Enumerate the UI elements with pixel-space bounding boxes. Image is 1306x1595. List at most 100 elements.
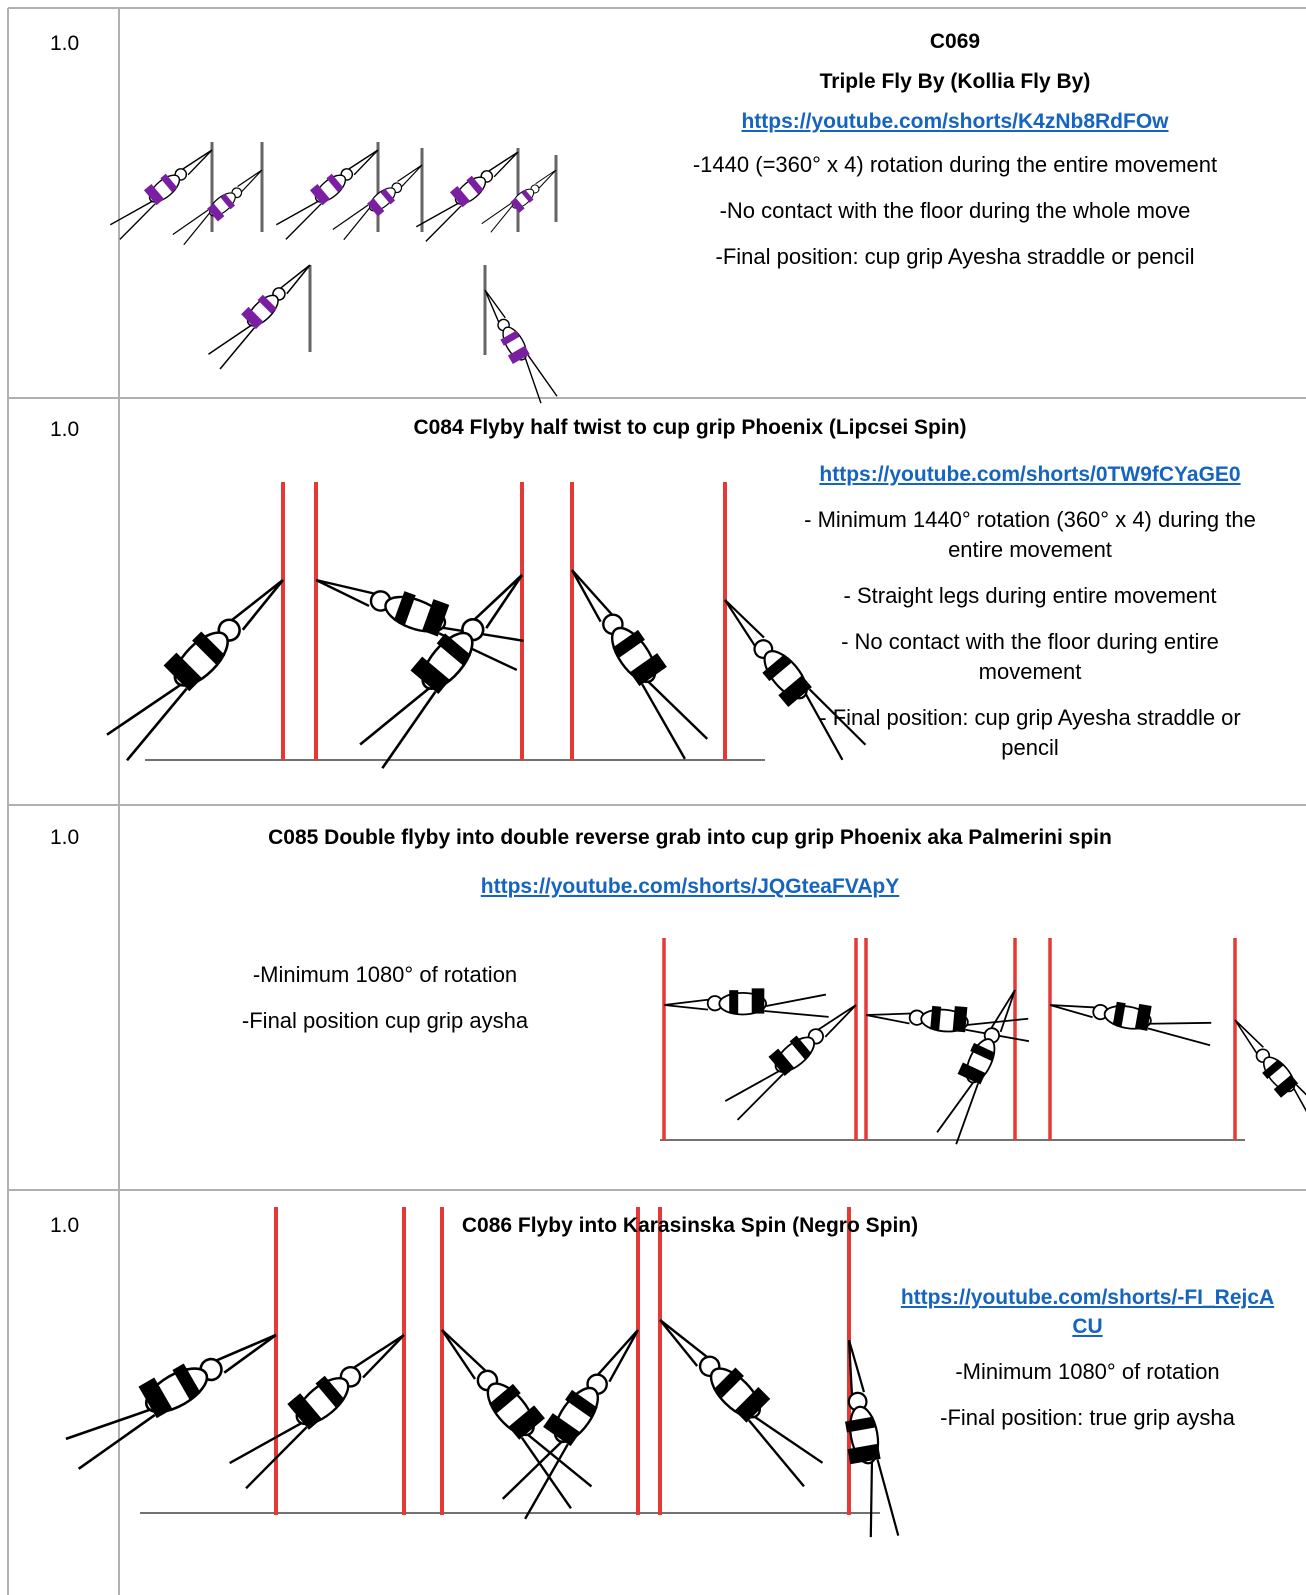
dancer-part: [778, 675, 812, 707]
dancer-part: [315, 578, 375, 608]
bullet: - Final position: cup grip Ayesha stradd…: [819, 705, 1241, 760]
dancer-part: [315, 1375, 345, 1408]
dancer-part: [865, 1012, 912, 1025]
dancer-part: [970, 1042, 996, 1061]
dancer-part: [565, 1389, 598, 1418]
dancer: [865, 1005, 1030, 1043]
dancer-part: [441, 1329, 487, 1380]
bullet: - No contact with the floor during entir…: [841, 629, 1219, 684]
score: 1.0: [50, 1214, 80, 1237]
dancer-part: [535, 169, 557, 189]
dancer-part: [421, 599, 450, 637]
dancer: [275, 149, 379, 240]
bullet: - Minimum 1440° rotation (360° x 4) duri…: [804, 507, 1256, 562]
dancer-part: [570, 569, 613, 623]
code: C069: [929, 30, 981, 53]
move-title: C086 Flyby into Karasinska Spin (Negro S…: [461, 1214, 919, 1237]
score: 1.0: [50, 32, 80, 55]
move-title: C084 Flyby half twist to cup grip Phoeni…: [413, 416, 967, 439]
dancer-part: [481, 202, 513, 233]
dancer: [484, 289, 558, 404]
dancer-part: [500, 330, 520, 346]
dancer-part: [611, 626, 657, 684]
dancer-part: [804, 688, 867, 761]
dancer-part: [768, 1048, 795, 1077]
dancer-part: [612, 629, 645, 658]
dancer-part: [436, 633, 471, 666]
dancer-part: [521, 189, 534, 203]
dancer-part: [524, 354, 558, 404]
dancer-part: [501, 1440, 569, 1520]
dancer-part: [287, 1393, 322, 1430]
dancer: [501, 1329, 640, 1520]
dancer-part: [629, 653, 667, 687]
score: 1.0: [50, 418, 80, 441]
dancer-part: [353, 1333, 405, 1379]
text-block: -Minimum 1080° of rotation -Final positi…: [195, 960, 575, 1052]
dancer: [332, 164, 423, 241]
dancer-part: [847, 1339, 866, 1395]
dancer-part: [348, 149, 379, 176]
dancer-part: [473, 574, 524, 629]
dancer-part: [1134, 1003, 1152, 1031]
dancer-part: [138, 1377, 173, 1419]
video-link[interactable]: https://youtube.com/shorts/JQGteaFVApY: [480, 875, 900, 898]
dancer-part: [764, 993, 829, 1018]
dancer-part: [192, 631, 226, 665]
dancer-part: [724, 1070, 784, 1121]
dancer-part: [713, 1367, 744, 1399]
dancer-part: [143, 183, 165, 206]
table-borders: [7, 7, 1306, 1595]
dancer-part: [484, 289, 506, 323]
move-title: Triple Fly By (Kollia Fly By): [819, 70, 1091, 93]
dancer-part: [641, 680, 709, 760]
dancer-part: [359, 687, 437, 769]
dancer-part: [663, 998, 709, 1011]
dancer-part: [1112, 1001, 1126, 1027]
dancer-part: [410, 656, 451, 694]
dancer: [315, 578, 524, 672]
dancer-part: [817, 1004, 857, 1038]
dancer: [359, 574, 524, 769]
video-link[interactable]: https://youtube.com/shorts/K4zNb8RdFOw: [741, 110, 1169, 133]
dancer-part: [332, 204, 371, 241]
dancer: [65, 1333, 277, 1470]
text-block: https://youtube.com/shorts/-FI_RejcACU -…: [900, 1283, 1275, 1449]
dancer-part: [724, 599, 765, 647]
dancer-part: [449, 185, 471, 208]
dancer-part: [489, 1383, 521, 1414]
dancer: [481, 169, 557, 233]
dancer-part: [208, 324, 255, 370]
video-link[interactable]: https://youtube.com/shorts/-FI_RejcACU: [900, 1286, 1275, 1338]
dancer-part: [729, 990, 739, 1014]
dancer-part: [160, 173, 178, 193]
dancer: [229, 1333, 405, 1490]
dancer-part: [957, 1062, 986, 1085]
video-link[interactable]: https://youtube.com/shorts/0TW9fCYaGE0: [819, 463, 1241, 486]
bullet: -No contact with the floor during the wh…: [719, 198, 1191, 223]
bullet: -Final position cup grip aysha: [241, 1008, 529, 1033]
score: 1.0: [50, 826, 80, 849]
dancer-part: [215, 1333, 277, 1374]
bullet: - Straight legs during entire movement: [843, 583, 1217, 608]
dancer-part: [241, 306, 264, 330]
dancer-part: [734, 1387, 771, 1423]
dancer-part: [275, 200, 322, 240]
dancer-part: [751, 988, 765, 1014]
text-block: https://youtube.com/shorts/0TW9fCYaGE0 -…: [790, 460, 1270, 779]
dancer-part: [1147, 1021, 1212, 1047]
dancer: [441, 1329, 593, 1510]
dancer: [1049, 1001, 1212, 1047]
dancer-part: [488, 151, 519, 178]
dancer: [724, 599, 867, 761]
dancer-part: [847, 1443, 881, 1465]
bullet: -1440 (=360° x 4) rotation during the en…: [692, 152, 1218, 177]
dancer: [1234, 1019, 1306, 1137]
bullet: -Final position: true grip aysha: [940, 1405, 1235, 1430]
dancer: [208, 264, 311, 370]
dancer-part: [789, 1035, 812, 1060]
dancer-part: [543, 1413, 581, 1447]
dancer-part: [844, 1416, 876, 1433]
dancer-part: [1292, 1084, 1306, 1137]
